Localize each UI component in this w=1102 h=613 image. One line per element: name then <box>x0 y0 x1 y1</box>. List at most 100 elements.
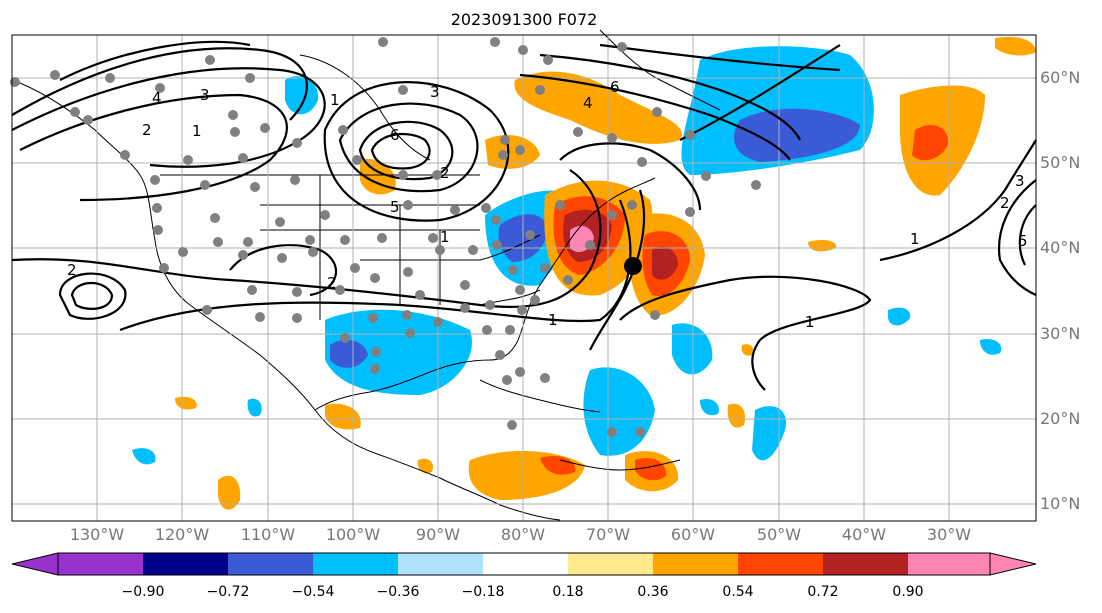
contour-main-1 <box>11 169 602 309</box>
colorbar-tick: 0.72 <box>807 584 839 600</box>
contour-label: 2 <box>67 261 77 279</box>
contour-label: 1 <box>548 311 558 329</box>
colorbar-bin <box>58 553 143 575</box>
contour-north-atl-2 <box>519 73 791 161</box>
lat-label: 60°N <box>1040 68 1081 87</box>
field-orange-mexico <box>325 403 361 430</box>
colorbar-tick: −0.72 <box>206 584 250 600</box>
field-orange-small-4 <box>741 344 754 356</box>
contour-label: 4 <box>583 94 593 112</box>
field-red-central-atl <box>912 125 949 161</box>
lon-label: 70°W <box>585 525 631 544</box>
colorbar-bin <box>228 553 313 575</box>
lon-label: 50°W <box>756 525 802 544</box>
contour-label: 1 <box>910 230 920 248</box>
colorbar-bin <box>908 553 990 575</box>
contour-label: 6 <box>390 126 400 144</box>
contour-label: 1 <box>805 313 815 331</box>
field-blue-atl <box>672 323 713 375</box>
field-orange-labrador <box>514 71 682 144</box>
contour-label: 6 <box>610 78 620 96</box>
lon-label: 110°W <box>240 525 296 544</box>
colorbar-bin <box>398 553 483 575</box>
colorbar-extend-max <box>989 552 1037 576</box>
lon-label: 80°W <box>500 525 546 544</box>
field-orange-quebec <box>485 135 540 169</box>
map-border <box>11 34 1037 522</box>
colorbar-tick: 0.18 <box>552 584 584 600</box>
contour-label: 2 <box>327 274 337 292</box>
contour-west-1 <box>11 67 326 168</box>
lon-label: 60°W <box>670 525 716 544</box>
contour-label: 1 <box>192 122 202 140</box>
field-orange-small-1 <box>218 475 241 510</box>
colorbar-tick: −0.54 <box>291 584 335 600</box>
contour-coast-trough <box>589 189 646 351</box>
colorbar-bin <box>143 553 228 575</box>
contour-label: 1 <box>330 91 340 109</box>
colorbar-tick: −0.36 <box>376 584 420 600</box>
field-darkred-atl-east <box>652 246 678 280</box>
contour-label: 4 <box>152 89 162 107</box>
field-blue-east-atl <box>752 406 786 461</box>
contour-label: 5 <box>390 198 400 216</box>
colorbar-bin <box>568 553 653 575</box>
lat-label: 10°N <box>1040 494 1081 513</box>
field-orange-small-5 <box>727 403 746 428</box>
contour-east-lobe <box>879 139 1037 262</box>
contour-north-atl-3 <box>599 43 841 72</box>
field-blue-canada <box>285 76 319 115</box>
contour-label: 1 <box>440 228 450 246</box>
field-orange-small-7 <box>417 458 434 474</box>
field-blue-small-2 <box>980 339 1002 355</box>
contour-gulf-2 <box>229 244 338 297</box>
contour-east-lobe-3 <box>1018 204 1037 266</box>
lon-label: 90°W <box>415 525 461 544</box>
contour-low-east-3 <box>370 133 431 170</box>
map-panel: 1 2 3 4 5 6 1 2 1 1 4 6 2 3 1 1 2 2 3 5 <box>10 29 1037 522</box>
colorbar-tick: 0.54 <box>722 584 754 600</box>
contour-low-east <box>338 102 479 193</box>
contours <box>11 40 1037 391</box>
contour-west-4 <box>19 93 288 202</box>
contour-north-atl-1 <box>539 53 801 141</box>
colorbar-bin <box>823 553 908 575</box>
storm-center-marker <box>624 257 642 275</box>
colorbar-bin <box>653 553 738 575</box>
lon-label: 40°W <box>841 525 887 544</box>
map-title: 2023091300 F072 <box>450 10 598 29</box>
field-blue-small-3 <box>247 398 262 417</box>
contour-label-group: 1 2 3 4 5 6 1 2 1 1 4 6 2 3 1 1 2 2 3 5 <box>67 78 1028 331</box>
colorbar-bin <box>738 553 823 575</box>
colorbar-tick: −0.90 <box>121 584 165 600</box>
field-orange-small-6 <box>995 36 1036 56</box>
contour-north-atl-4 <box>679 44 841 141</box>
contour-west-3 <box>59 40 251 81</box>
field-blue-gulf <box>325 309 472 395</box>
contour-label: 2 <box>440 164 450 182</box>
contour-label: 3 <box>430 83 440 101</box>
colorbar-tick: 0.36 <box>637 584 669 600</box>
contour-cutoff-pacific-2 <box>70 281 114 310</box>
lon-label: 30°W <box>926 525 972 544</box>
contour-east-lobe-2 <box>997 179 1037 297</box>
lon-label: 120°W <box>154 525 210 544</box>
contour-ridge-atl <box>619 275 872 391</box>
lat-label: 20°N <box>1040 409 1081 428</box>
contour-ne-loop <box>559 142 702 211</box>
contour-label: 2 <box>142 121 152 139</box>
contour-cutoff-pacific <box>58 272 127 320</box>
contour-label: 3 <box>1015 172 1025 190</box>
colorbar <box>11 552 1037 576</box>
field-blue-small-4 <box>132 448 156 465</box>
contour-low-east-2 <box>358 120 454 181</box>
contour-label: 3 <box>200 86 210 104</box>
colorbar-tick: 0.90 <box>892 584 924 600</box>
colorbar-bin <box>483 553 568 575</box>
contour-label: 2 <box>1000 194 1010 212</box>
contour-main-2 <box>119 199 632 332</box>
field-blue-small-1 <box>888 307 911 326</box>
station-dots <box>10 37 761 437</box>
contour-label: 5 <box>1018 232 1028 250</box>
